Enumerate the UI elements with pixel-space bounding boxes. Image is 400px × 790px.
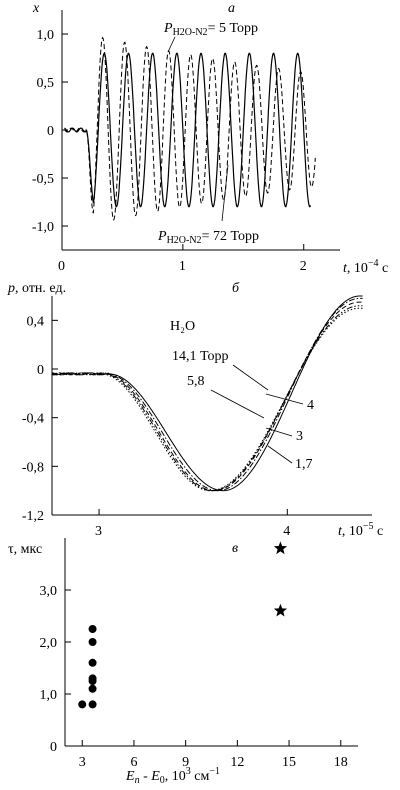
panel-c-ytick-label: 1,0 xyxy=(40,688,58,703)
panel-c-xtick-label: 18 xyxy=(334,755,348,770)
panel-a-xtick-label: 1 xyxy=(179,259,186,274)
series-line-5-torr xyxy=(64,52,312,208)
panel-c-xtick-label: 6 xyxy=(130,755,137,770)
panel-c-xtick-label: 15 xyxy=(282,755,296,770)
data-point-star xyxy=(273,541,288,555)
annot-5-torr-leader xyxy=(167,36,176,53)
panel-a-ytick-label: -0,5 xyxy=(32,172,54,187)
panel-c-letter: в xyxy=(232,541,238,556)
panel-b-letter: б xyxy=(232,281,240,296)
panel-a-letter: а xyxy=(228,1,235,16)
label-4: 4 xyxy=(307,398,314,413)
leader-1-7 xyxy=(267,445,293,464)
panel-b-xtick-label: 3 xyxy=(95,524,102,539)
data-point-circle xyxy=(88,638,97,646)
panel-c-xlabel: En - E0, 103 см−1 xyxy=(125,766,220,786)
panel-c-xtick-label: 3 xyxy=(79,755,86,770)
panel-a-xtick-label: 0 xyxy=(58,259,65,274)
panel-b-ylabel: p, отн. ед. xyxy=(7,281,66,296)
label-14-1-torr: 14,1 Торр xyxy=(172,349,229,364)
panel-c-ytick-label: 3,0 xyxy=(40,584,58,599)
panel-b-ytick-label: -0,8 xyxy=(22,460,44,475)
data-point-circle xyxy=(88,625,97,633)
panel-c-ylabel: τ, мкс xyxy=(8,542,42,557)
panel-c-xtick-label: 9 xyxy=(182,755,189,770)
annot-5-torr: PH2O-N2= 5 Торр xyxy=(163,21,258,38)
leader-4 xyxy=(265,393,304,405)
label-3: 3 xyxy=(296,429,303,444)
series-line-14-1 xyxy=(51,307,363,492)
data-point-circle xyxy=(78,700,87,709)
panel-b-title: H₂O xyxy=(170,319,195,334)
panel-c-ytick-label: 2,0 xyxy=(40,636,58,651)
series-line-4 xyxy=(51,301,363,492)
label-1-7: 1,7 xyxy=(295,457,313,472)
data-point-star xyxy=(273,603,288,617)
panel-b-ytick-label: 0 xyxy=(37,363,44,378)
leader-14-1 xyxy=(232,364,269,391)
panel-c-xtick-label: 12 xyxy=(230,755,244,770)
data-point-circle xyxy=(88,684,97,693)
panel-b-ytick-label: -0,4 xyxy=(22,412,44,427)
panel-b: p, отн. ед. б H₂O t, 10−5 с 14,1 Торр 5,… xyxy=(7,281,383,539)
data-point-circle xyxy=(88,658,97,667)
series-line-5-8 xyxy=(52,305,363,492)
panel-a: x а t, 10−4 с PH2O-N2= 5 Торр PH2O-N2= 7… xyxy=(32,1,388,276)
panel-b-xtick-label: 4 xyxy=(283,524,290,539)
data-point-circle xyxy=(88,700,97,709)
panel-b-ytick-label: 0,4 xyxy=(27,314,45,329)
leader-5-8 xyxy=(210,389,265,419)
panel-a-ytick-label: 0,5 xyxy=(37,76,55,91)
series-line-1-7 xyxy=(51,295,363,492)
panel-b-xlabel: t, 10−5 с xyxy=(338,521,383,539)
panel-a-ytick-label: 0 xyxy=(47,124,54,139)
panel-b-ytick-label: -1,2 xyxy=(22,509,44,524)
annot-72-torr: PH2O-N2= 72 Торр xyxy=(157,229,259,246)
panel-a-ylabel: x xyxy=(32,1,40,16)
panel-a-ytick-label: -1,0 xyxy=(32,220,54,235)
panel-a-ytick-label: 1,0 xyxy=(37,28,55,43)
label-5-8: 5,8 xyxy=(187,374,205,389)
series-line-3 xyxy=(51,297,363,492)
panel-a-xlabel: t, 10−4 с xyxy=(343,258,388,276)
panel-c: τ, мкс в En - E0, 103 см−1 3 6 9 12 15 18 0 1,0… xyxy=(8,538,358,786)
series-line-72-torr xyxy=(64,36,316,221)
data-point-circle xyxy=(88,674,97,683)
panel-c-ytick-label: 0 xyxy=(50,740,57,755)
panel-a-xtick-label: 2 xyxy=(300,259,307,274)
